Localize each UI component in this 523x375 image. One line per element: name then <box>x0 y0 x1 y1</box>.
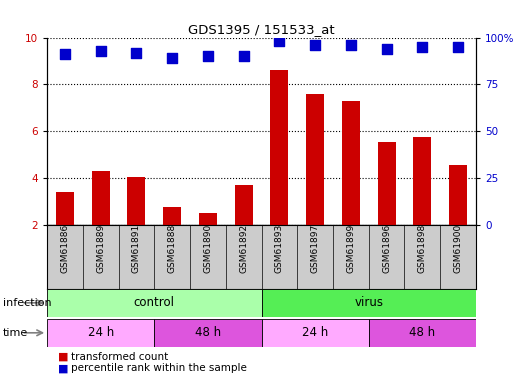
Point <box>168 55 176 61</box>
Point <box>61 51 69 57</box>
Bar <box>306 94 324 225</box>
Text: virus: virus <box>354 296 383 309</box>
Text: transformed count: transformed count <box>71 352 168 362</box>
Point <box>96 48 105 54</box>
Text: control: control <box>134 296 175 309</box>
Text: 48 h: 48 h <box>410 326 435 339</box>
Bar <box>262 289 476 317</box>
Bar <box>262 319 369 347</box>
Text: ■: ■ <box>58 363 68 373</box>
Bar <box>163 207 181 225</box>
Bar <box>47 289 262 317</box>
Point <box>418 44 426 50</box>
Point <box>454 44 462 50</box>
Text: 24 h: 24 h <box>302 326 328 339</box>
Text: infection: infection <box>3 298 51 308</box>
Point <box>203 53 212 59</box>
Point <box>132 50 141 55</box>
Title: GDS1395 / 151533_at: GDS1395 / 151533_at <box>188 23 335 36</box>
Bar <box>235 185 253 225</box>
Bar <box>128 177 145 225</box>
Bar <box>449 165 467 225</box>
Bar <box>47 319 154 347</box>
Point <box>382 46 391 52</box>
Bar <box>369 319 476 347</box>
Text: 48 h: 48 h <box>195 326 221 339</box>
Bar <box>199 213 217 225</box>
Bar <box>378 142 395 225</box>
Bar <box>92 171 110 225</box>
Bar <box>342 101 360 225</box>
Point <box>347 42 355 48</box>
Point <box>240 53 248 59</box>
Bar <box>154 319 262 347</box>
Text: time: time <box>3 328 28 338</box>
Point <box>275 38 283 44</box>
Bar <box>270 70 288 225</box>
Text: 24 h: 24 h <box>87 326 114 339</box>
Text: percentile rank within the sample: percentile rank within the sample <box>71 363 246 373</box>
Point <box>311 42 319 48</box>
Bar <box>413 137 431 225</box>
Text: ■: ■ <box>58 352 68 362</box>
Bar <box>56 192 74 225</box>
